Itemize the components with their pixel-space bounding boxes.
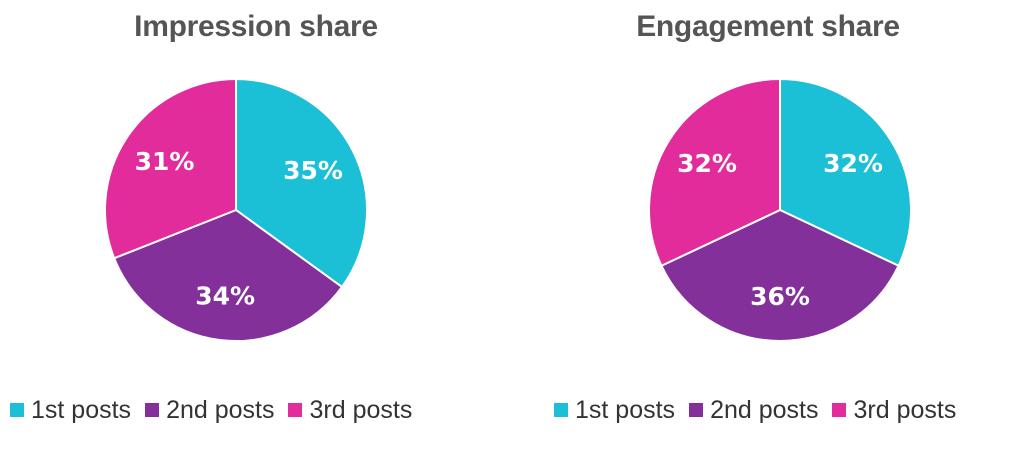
pie-slice-1st-posts (235, 78, 368, 288)
impression-share-chart: Impression share 35% 34% 31% 1st posts 2nd… (10, 10, 426, 427)
pie-slice-2nd-posts (113, 209, 343, 342)
pie-slice-3rd-posts (104, 78, 237, 260)
legend-item-1st-posts: 1st posts (10, 396, 131, 425)
slice-label-2nd-posts: 36% (750, 282, 810, 311)
pie-slice-2nd-posts (660, 209, 900, 342)
legend-label: 2nd posts (710, 395, 819, 424)
slice-label-2nd-posts: 34% (195, 281, 255, 310)
legend-swatch (145, 403, 160, 417)
pie-slice-3rd-posts (648, 78, 781, 267)
legend-item-3rd-posts: 3rd posts (832, 396, 956, 425)
engagement-share-pie: 32% 36% 32% (648, 78, 912, 342)
chart-legend: 1st posts 2nd posts 3rd posts (10, 393, 426, 427)
slice-label-1st-posts: 32% (823, 149, 883, 178)
legend-swatch (554, 403, 568, 417)
pie-slice-1st-posts (779, 78, 912, 267)
legend-label: 1st posts (31, 395, 132, 424)
chart-title: Impression share (134, 10, 378, 43)
legend-swatch (832, 403, 847, 417)
legend-item-2nd-posts: 2nd posts (689, 396, 818, 425)
engagement-share-chart: Engagement share 32% 36% 32% 1st posts 2nd… (512, 0, 1024, 455)
legend-label: 3rd posts (853, 395, 957, 424)
legend-label: 3rd posts (309, 395, 413, 424)
legend-swatch (10, 403, 24, 417)
impression-share-pie: 35% 34% 31% (104, 78, 368, 342)
slice-label-1st-posts: 35% (283, 156, 343, 185)
legend-item-2nd-posts: 2nd posts (145, 396, 274, 425)
legend-swatch (689, 403, 704, 417)
legend-label: 2nd posts (166, 395, 275, 424)
legend-label: 1st posts (575, 395, 676, 424)
legend-item-1st-posts: 1st posts (554, 396, 675, 425)
slice-label-3rd-posts: 31% (135, 147, 195, 176)
legend-swatch (288, 403, 303, 417)
chart-title: Engagement share (636, 10, 900, 43)
chart-legend: 1st posts 2nd posts 3rd posts (554, 393, 970, 427)
slice-label-3rd-posts: 32% (677, 149, 737, 178)
legend-item-3rd-posts: 3rd posts (288, 396, 412, 425)
